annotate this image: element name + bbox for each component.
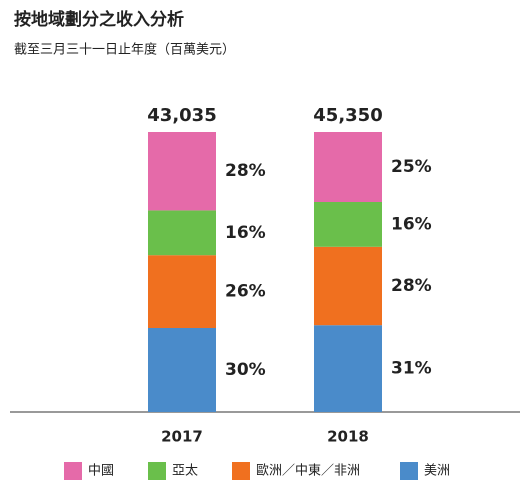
bar-segment [148,210,216,256]
bar-segment [314,202,382,247]
value-label: 26% [225,282,266,302]
value-label: 31% [391,359,432,379]
bar-segment [314,325,382,412]
legend-swatch [64,462,82,480]
value-label: 28% [391,276,432,296]
value-label: 16% [391,214,432,234]
value-label: 25% [391,157,432,177]
total-label: 45,350 [313,105,382,126]
value-label: 16% [225,223,266,243]
legend-swatch [232,462,250,480]
legend-label: 歐洲／中東／非洲 [256,463,360,479]
chart-title: 按地域劃分之收入分析 [14,9,184,30]
x-tick-label: 2017 [161,428,203,446]
bar-segment [148,328,216,412]
bar-segment [314,132,382,202]
x-tick-label: 2018 [327,428,369,446]
bar-segment [314,246,382,326]
total-label: 43,035 [147,105,216,126]
chart-subtitle: 截至三月三十一日止年度（百萬美元） [14,42,235,58]
legend-label: 美洲 [424,464,450,479]
legend-label: 亞太 [172,464,198,479]
legend-label: 中國 [88,464,114,479]
value-label: 28% [225,161,266,181]
legend-swatch [400,462,418,480]
legend-swatch [148,462,166,480]
bar-segment [148,255,216,328]
value-label: 30% [225,360,266,380]
bar-segment [148,132,216,211]
